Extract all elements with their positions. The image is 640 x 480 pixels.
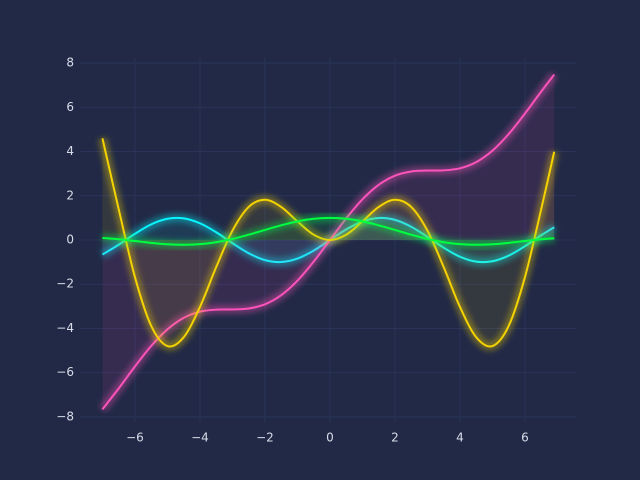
y-tick-label: 6 — [66, 100, 74, 114]
x-tick-label: −2 — [256, 431, 274, 445]
y-tick-label: 8 — [66, 56, 74, 70]
x-tick-label: −4 — [191, 431, 209, 445]
y-tick-label: −2 — [56, 277, 74, 291]
x-tick-label: 6 — [521, 431, 529, 445]
x-tick-label: −6 — [126, 431, 144, 445]
y-tick-label: −4 — [56, 321, 74, 335]
x-tick-label: 0 — [326, 431, 334, 445]
y-tick-label: −6 — [56, 365, 74, 379]
y-tick-label: 0 — [66, 233, 74, 247]
x-tick-label: 2 — [391, 431, 399, 445]
line — [101, 138, 556, 348]
y-tick-label: −8 — [56, 409, 74, 423]
area-fill — [102, 217, 555, 245]
x-tick-label: 4 — [456, 431, 464, 445]
line — [102, 216, 555, 246]
y-tick-label: 4 — [66, 144, 74, 158]
y-tick-label: 2 — [66, 188, 74, 202]
